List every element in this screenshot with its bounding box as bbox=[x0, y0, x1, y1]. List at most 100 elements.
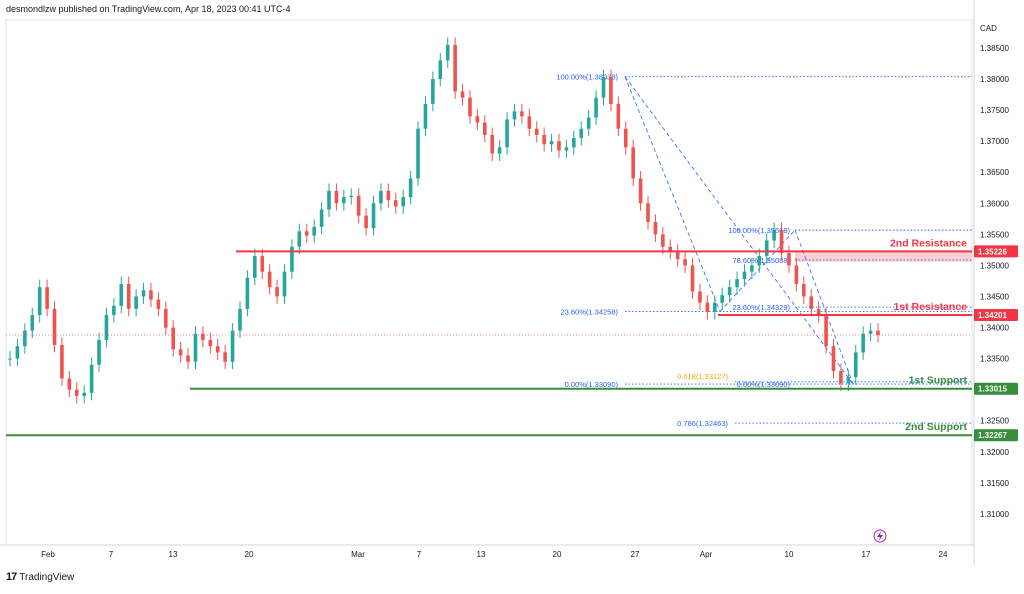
candles-layer bbox=[8, 37, 880, 404]
candle-body bbox=[423, 103, 428, 129]
support-label: 1st Support bbox=[909, 375, 968, 387]
candle-body bbox=[356, 195, 361, 216]
candle-body bbox=[742, 271, 747, 280]
candle-body bbox=[698, 291, 702, 303]
candle-body bbox=[327, 190, 331, 210]
lightning-icon bbox=[873, 529, 887, 543]
candle-body bbox=[8, 358, 12, 360]
candle-body bbox=[564, 147, 569, 151]
lightning-icon-glyph bbox=[877, 531, 883, 541]
candle-body bbox=[690, 265, 695, 292]
candle-body bbox=[186, 355, 190, 362]
candle-body bbox=[623, 128, 628, 148]
candle-body bbox=[408, 178, 413, 198]
publisher-line: desmondlzw published on TradingView.com,… bbox=[6, 4, 291, 14]
candle-body bbox=[794, 265, 799, 285]
candle-body bbox=[661, 234, 665, 247]
candle-body bbox=[215, 346, 220, 353]
candle-body bbox=[245, 277, 250, 309]
candle-body bbox=[527, 116, 532, 129]
price-tag bbox=[974, 429, 1018, 442]
fib-label: 100.00%(1.35568) bbox=[728, 226, 790, 235]
price-tick-label: 1.31500 bbox=[980, 479, 1009, 488]
resistance-zone-layer bbox=[795, 251, 972, 262]
candle-body bbox=[868, 330, 873, 334]
fib-label: 23.60%(1.34329) bbox=[732, 303, 790, 312]
candle-body bbox=[772, 230, 776, 241]
candle-body bbox=[334, 190, 339, 204]
candle-body bbox=[497, 147, 502, 154]
fib-label: 23.60%(1.34258) bbox=[560, 308, 618, 317]
price-tick-label: 1.34500 bbox=[980, 292, 1009, 301]
resistance-zone bbox=[795, 251, 972, 262]
candle-body bbox=[156, 299, 161, 309]
fib-label: 78.60%(1.35088) bbox=[732, 256, 790, 265]
candle-body bbox=[586, 117, 591, 129]
candle-body bbox=[223, 352, 227, 362]
candle-body bbox=[609, 77, 613, 104]
tradingview-logo[interactable]: 17 TradingView bbox=[6, 571, 74, 583]
fib-label: 0.786(1.32463) bbox=[677, 419, 728, 428]
candle-body bbox=[97, 339, 101, 365]
fib-trend-line bbox=[624, 76, 721, 312]
candle-body bbox=[386, 190, 391, 201]
price-tag-label: 1.34201 bbox=[978, 311, 1007, 320]
time-tick-label: 24 bbox=[939, 550, 948, 559]
candle-body bbox=[312, 226, 316, 236]
candle-body bbox=[601, 77, 606, 98]
candle-body bbox=[297, 231, 302, 247]
fib-label: 0.00%(1.33090) bbox=[737, 380, 791, 389]
candle-body bbox=[52, 308, 57, 345]
candle-body bbox=[67, 378, 72, 390]
price-tag bbox=[974, 382, 1018, 395]
candle-body bbox=[490, 134, 495, 154]
candle-body bbox=[750, 265, 754, 272]
candle-body bbox=[30, 315, 35, 331]
price-tick-label: 1.35500 bbox=[980, 230, 1009, 239]
price-tick-label: 1.38000 bbox=[980, 75, 1009, 84]
price-tick-label: 1.31000 bbox=[980, 510, 1009, 519]
candle-body bbox=[705, 302, 710, 313]
candle-body bbox=[15, 346, 20, 359]
candle-body bbox=[831, 346, 836, 372]
candle-body bbox=[512, 111, 517, 120]
candle-body bbox=[802, 284, 806, 297]
price-tag bbox=[974, 309, 1018, 322]
price-tick-label: 1.32000 bbox=[980, 448, 1009, 457]
price-tick-label: 1.35000 bbox=[980, 261, 1009, 270]
candle-body bbox=[668, 246, 673, 252]
candle-body bbox=[727, 287, 732, 296]
candle-body bbox=[631, 147, 635, 179]
candle-body bbox=[230, 330, 235, 362]
candle-body bbox=[653, 221, 658, 235]
candle-body bbox=[126, 284, 131, 309]
candle-body bbox=[149, 290, 153, 300]
time-tick-label: 7 bbox=[109, 550, 114, 559]
candle-body bbox=[787, 252, 791, 266]
time-tick-label: 13 bbox=[477, 550, 486, 559]
time-tick-label: 13 bbox=[169, 550, 178, 559]
candle-body bbox=[572, 138, 576, 148]
candle-body bbox=[445, 44, 450, 61]
candle-body bbox=[342, 197, 346, 204]
candle-body bbox=[282, 271, 287, 297]
price-tick-label: 1.34000 bbox=[980, 324, 1009, 333]
support-label: 2nd Support bbox=[905, 421, 967, 433]
candle-body bbox=[238, 308, 242, 331]
candle-body bbox=[37, 287, 42, 316]
candle-body bbox=[304, 231, 309, 236]
candle-body bbox=[453, 44, 457, 92]
candle-body bbox=[23, 330, 27, 347]
candle-body bbox=[683, 259, 687, 266]
candle-body bbox=[371, 203, 376, 229]
candle-body bbox=[379, 190, 383, 204]
candle-body bbox=[594, 97, 598, 118]
candle-body bbox=[764, 240, 769, 257]
candle-body bbox=[712, 302, 717, 313]
candle-body bbox=[846, 377, 851, 384]
candle-body bbox=[201, 333, 205, 340]
candle-body bbox=[616, 103, 621, 129]
candle-body bbox=[861, 333, 865, 353]
candle-body bbox=[349, 195, 354, 198]
